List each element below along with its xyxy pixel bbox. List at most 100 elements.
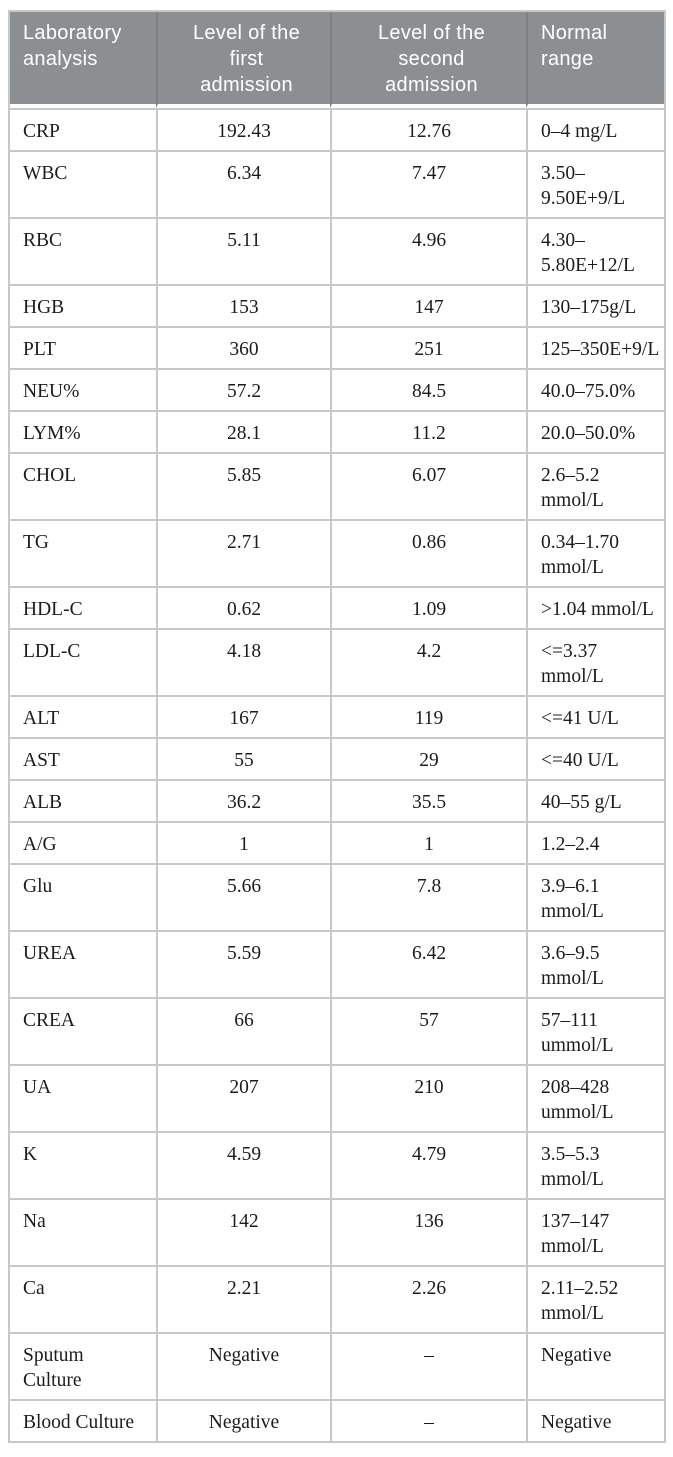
cell-second-admission: 2.26 [330,1267,526,1334]
cell-first-admission: 5.11 [156,219,330,286]
cell-second-admission: 12.76 [330,108,526,152]
cell-first-admission: 28.1 [156,412,330,454]
cell-first-admission: 2.21 [156,1267,330,1334]
table-row: CREA 66 57 57–111 ummol/L [10,999,664,1066]
cell-normal-range: 2.6–5.2 mmol/L [526,454,664,521]
cell-normal-range: >1.04 mmol/L [526,588,664,630]
lab-results-table-frame: Laboratory analysis Level of the first a… [8,10,666,1443]
cell-analysis-label: Sputum Culture [10,1334,156,1401]
table-row: WBC 6.34 7.47 3.50– 9.50E+9/L [10,152,664,219]
cell-analysis-label: Blood Culture [10,1401,156,1441]
cell-analysis-label: UREA [10,932,156,999]
cell-normal-range: 130–175g/L [526,286,664,328]
column-header-second-admission: Level of the second admission [330,12,526,108]
cell-normal-range: Negative [526,1334,664,1401]
cell-normal-range: 3.50– 9.50E+9/L [526,152,664,219]
cell-first-admission: 2.71 [156,521,330,588]
cell-first-admission: 207 [156,1066,330,1133]
cell-analysis-label: Ca [10,1267,156,1334]
cell-normal-range: 137–147 mmol/L [526,1200,664,1267]
cell-analysis-label: CRP [10,108,156,152]
cell-analysis-label: AST [10,739,156,781]
cell-analysis-label: A/G [10,823,156,865]
cell-second-admission: 119 [330,697,526,739]
cell-second-admission: – [330,1401,526,1441]
cell-analysis-label: UA [10,1066,156,1133]
table-row: Na 142 136 137–147 mmol/L [10,1200,664,1267]
cell-second-admission: 11.2 [330,412,526,454]
cell-second-admission: 210 [330,1066,526,1133]
cell-second-admission: 147 [330,286,526,328]
table-row: LDL-C 4.18 4.2 <=3.37 mmol/L [10,630,664,697]
cell-second-admission: 4.2 [330,630,526,697]
cell-normal-range: 2.11–2.52 mmol/L [526,1267,664,1334]
cell-normal-range: 57–111 ummol/L [526,999,664,1066]
table-row: HDL-C 0.62 1.09 >1.04 mmol/L [10,588,664,630]
table-row: TG 2.71 0.86 0.34–1.70 mmol/L [10,521,664,588]
cell-second-admission: 136 [330,1200,526,1267]
cell-analysis-label: CREA [10,999,156,1066]
column-header-laboratory-analysis: Laboratory analysis [10,12,156,108]
cell-analysis-label: HGB [10,286,156,328]
table-row: ALB 36.2 35.5 40–55 g/L [10,781,664,823]
cell-first-admission: 360 [156,328,330,370]
cell-first-admission: 1 [156,823,330,865]
cell-second-admission: 4.96 [330,219,526,286]
cell-normal-range: 40–55 g/L [526,781,664,823]
cell-normal-range: <=41 U/L [526,697,664,739]
cell-first-admission: Negative [156,1401,330,1441]
cell-analysis-label: NEU% [10,370,156,412]
cell-first-admission: 153 [156,286,330,328]
cell-second-admission: 251 [330,328,526,370]
cell-second-admission: 4.79 [330,1133,526,1200]
table-row: UREA 5.59 6.42 3.6–9.5 mmol/L [10,932,664,999]
cell-analysis-label: K [10,1133,156,1200]
cell-normal-range: 1.2–2.4 [526,823,664,865]
cell-normal-range: 3.9–6.1 mmol/L [526,865,664,932]
cell-normal-range: 4.30– 5.80E+12/L [526,219,664,286]
table-row: CRP 192.43 12.76 0–4 mg/L [10,108,664,152]
table-row: Sputum Culture Negative – Negative [10,1334,664,1401]
table-row: RBC 5.11 4.96 4.30– 5.80E+12/L [10,219,664,286]
cell-normal-range: 0–4 mg/L [526,108,664,152]
cell-analysis-label: TG [10,521,156,588]
cell-second-admission: 0.86 [330,521,526,588]
cell-analysis-label: HDL-C [10,588,156,630]
cell-normal-range: 40.0–75.0% [526,370,664,412]
table-row: AST 55 29 <=40 U/L [10,739,664,781]
cell-normal-range: 125–350E+9/L [526,328,664,370]
cell-first-admission: Negative [156,1334,330,1401]
cell-analysis-label: Glu [10,865,156,932]
cell-normal-range: 0.34–1.70 mmol/L [526,521,664,588]
cell-second-admission: 84.5 [330,370,526,412]
cell-first-admission: 5.85 [156,454,330,521]
cell-first-admission: 142 [156,1200,330,1267]
cell-second-admission: – [330,1334,526,1401]
cell-analysis-label: Na [10,1200,156,1267]
table-row: PLT 360 251 125–350E+9/L [10,328,664,370]
cell-analysis-label: ALT [10,697,156,739]
cell-normal-range: <=3.37 mmol/L [526,630,664,697]
cell-second-admission: 29 [330,739,526,781]
table-row: CHOL 5.85 6.07 2.6–5.2 mmol/L [10,454,664,521]
cell-normal-range: <=40 U/L [526,739,664,781]
cell-normal-range: 3.5–5.3 mmol/L [526,1133,664,1200]
cell-second-admission: 7.8 [330,865,526,932]
cell-analysis-label: WBC [10,152,156,219]
cell-normal-range: 208–428 ummol/L [526,1066,664,1133]
cell-second-admission: 6.42 [330,932,526,999]
cell-analysis-label: RBC [10,219,156,286]
header-row: Laboratory analysis Level of the first a… [10,12,664,108]
cell-analysis-label: CHOL [10,454,156,521]
cell-normal-range: 3.6–9.5 mmol/L [526,932,664,999]
column-header-first-admission: Level of the first admission [156,12,330,108]
cell-first-admission: 6.34 [156,152,330,219]
table-row: Ca 2.21 2.26 2.11–2.52 mmol/L [10,1267,664,1334]
cell-analysis-label: LYM% [10,412,156,454]
cell-first-admission: 57.2 [156,370,330,412]
cell-second-admission: 35.5 [330,781,526,823]
cell-first-admission: 5.59 [156,932,330,999]
cell-normal-range: 20.0–50.0% [526,412,664,454]
cell-first-admission: 0.62 [156,588,330,630]
cell-second-admission: 7.47 [330,152,526,219]
